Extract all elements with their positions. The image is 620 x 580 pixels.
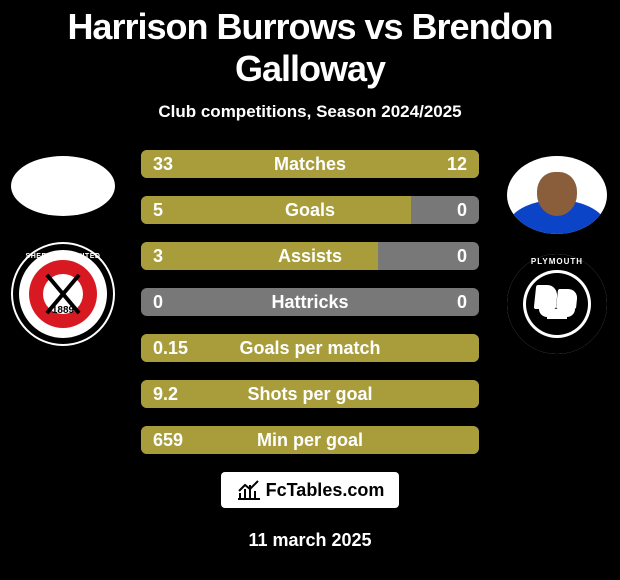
page-title: Harrison Burrows vs Brendon Galloway xyxy=(0,0,620,90)
page-subtitle: Club competitions, Season 2024/2025 xyxy=(0,102,620,122)
right-club-name: PLYMOUTH xyxy=(507,257,607,266)
left-club-name-bottom: FC xyxy=(19,328,107,335)
stat-row: 00Hattricks xyxy=(141,288,479,316)
right-player-avatar xyxy=(507,156,607,234)
stat-row: 0.15Goals per match xyxy=(141,334,479,362)
left-player-avatar xyxy=(11,156,115,216)
stat-row: 30Assists xyxy=(141,242,479,270)
stat-label: Hattricks xyxy=(141,288,479,316)
stat-row: 3312Matches xyxy=(141,150,479,178)
stat-label: Min per goal xyxy=(141,426,479,454)
stat-row: 659Min per goal xyxy=(141,426,479,454)
stat-row: 9.2Shots per goal xyxy=(141,380,479,408)
chart-icon xyxy=(236,479,262,501)
stat-label: Goals per match xyxy=(141,334,479,362)
date-text: 11 march 2025 xyxy=(0,530,620,551)
left-player-column: SHEFFIELD UNITED FC 1889 xyxy=(8,150,118,344)
stat-label: Shots per goal xyxy=(141,380,479,408)
footer-brand-badge: FcTables.com xyxy=(221,472,399,508)
left-club-badge: SHEFFIELD UNITED FC 1889 xyxy=(13,244,113,344)
stat-label: Assists xyxy=(141,242,479,270)
left-club-name-top: SHEFFIELD UNITED xyxy=(19,253,107,260)
stat-label: Matches xyxy=(141,150,479,178)
footer-brand-text: FcTables.com xyxy=(266,480,385,501)
stat-bars: 3312Matches 50Goals 30Assists 00Hattricks 0.… xyxy=(141,150,479,454)
stat-row: 50Goals xyxy=(141,196,479,224)
left-club-year: 1889 xyxy=(19,305,107,316)
right-club-badge: PLYMOUTH xyxy=(507,254,607,354)
stat-label: Goals xyxy=(141,196,479,224)
comparison-content: SHEFFIELD UNITED FC 1889 PLYMOUTH 3312Ma… xyxy=(0,150,620,454)
right-player-column: PLYMOUTH xyxy=(502,150,612,354)
